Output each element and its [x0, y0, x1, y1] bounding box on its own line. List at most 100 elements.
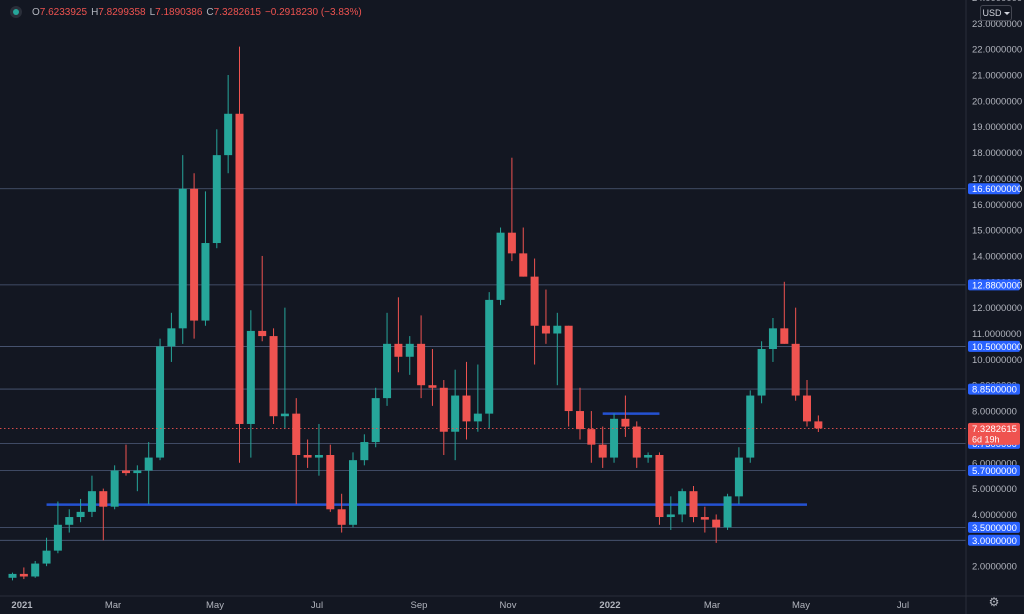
candle-body — [746, 395, 755, 458]
candle-body — [144, 457, 153, 471]
level-badge-bg — [968, 465, 1020, 477]
candle-body — [644, 454, 653, 458]
price-tick-label: 20.0000000 — [972, 96, 1022, 107]
price-tick-label: 5.0000000 — [972, 484, 1017, 495]
open-label: O — [32, 6, 40, 18]
candle-body — [224, 113, 233, 156]
candle-body — [303, 454, 312, 458]
price-tick-label: 19.0000000 — [972, 122, 1022, 133]
currency-button[interactable]: USD — [980, 5, 1012, 21]
candle-body — [19, 573, 28, 577]
level-badge-label: 5.7000000 — [972, 466, 1017, 477]
candle-body — [292, 413, 301, 455]
candle-body — [734, 457, 743, 497]
level-badge-bg — [968, 279, 1020, 291]
candle-body — [473, 413, 482, 422]
time-tick-label: May — [792, 600, 810, 611]
candle-body — [757, 349, 766, 396]
candle-body — [519, 253, 528, 277]
price-tick-label: 10.0000000 — [972, 355, 1022, 366]
candlestick-series — [8, 46, 823, 581]
candle-body — [632, 426, 641, 458]
candle-body — [564, 325, 573, 412]
time-tick-label: Nov — [500, 600, 517, 611]
candle-body — [383, 343, 392, 399]
candle-body — [496, 232, 505, 300]
level-badge-bg — [968, 534, 1020, 546]
time-axis[interactable]: 2021 Mar May Jul Sep Nov 2022 Mar May Jul — [11, 600, 909, 611]
candle-body — [485, 299, 494, 414]
price-tick-label: 18.0000000 — [972, 148, 1022, 159]
candle-body — [610, 418, 619, 458]
candle-body — [394, 343, 403, 357]
candle-body — [655, 454, 664, 518]
time-tick-label: 2021 — [11, 600, 33, 611]
candle-body — [349, 460, 357, 525]
candle-body — [31, 563, 40, 577]
current-price-badge-label: 7.3282615 — [972, 424, 1017, 435]
price-tick-label: 8.0000000 — [972, 407, 1017, 418]
candle-body — [201, 243, 210, 321]
close-label: C — [206, 6, 214, 18]
level-badge-label: 3.5000000 — [972, 523, 1017, 534]
candle-body — [553, 325, 562, 334]
candle-body — [598, 444, 607, 458]
high-value: 7.8299358 — [98, 6, 146, 18]
gear-icon[interactable]: ⚙ — [988, 595, 1000, 609]
price-tick-label: 22.0000000 — [972, 45, 1022, 56]
time-tick-label: Jul — [311, 600, 323, 611]
candle-body — [269, 336, 278, 417]
open-value: 7.6233925 — [39, 6, 88, 18]
level-badge-bg — [968, 183, 1020, 195]
time-tick-label: 2022 — [599, 600, 620, 611]
level-badge-label: 12.8800000 — [972, 280, 1022, 291]
candle-body — [417, 343, 426, 386]
candle-body — [780, 328, 789, 344]
candle-body — [212, 155, 221, 244]
candle-body — [507, 232, 516, 254]
candle-body — [87, 491, 96, 512]
price-tick-label: 16.0000000 — [972, 200, 1022, 211]
candle-body — [190, 188, 199, 321]
candle-body — [76, 511, 85, 518]
time-tick-label: Sep — [411, 600, 428, 611]
price-tick-label: 15.0000000 — [972, 226, 1022, 237]
candle-body — [280, 413, 289, 417]
candle-body — [541, 325, 550, 334]
candle-body — [700, 517, 709, 520]
current-price-badge-bg — [968, 422, 1020, 445]
price-axis-badges: 16.6000000 12.8800000 10.5000000 8.8500000 6… — [968, 183, 1022, 547]
price-tick-label: 21.0000000 — [972, 71, 1022, 82]
candle-body — [791, 343, 800, 396]
level-badge-label: 16.6000000 — [972, 184, 1022, 195]
candle-body — [723, 496, 732, 528]
level-badge-label: 8.8500000 — [972, 385, 1017, 396]
level-badge-bg — [968, 340, 1020, 352]
candle-body — [8, 573, 17, 578]
candle-body — [405, 343, 414, 357]
price-tick-label: 23.0000000 — [972, 19, 1022, 30]
level-badge-bg — [968, 383, 1020, 395]
candle-body — [235, 113, 244, 424]
candle-body — [712, 519, 721, 528]
time-tick-label: Jul — [897, 600, 909, 611]
change-value: −0.2918230 (−3.83%) — [264, 6, 362, 18]
candle-body — [587, 429, 596, 445]
price-tick-label: 11.0000000 — [972, 329, 1022, 340]
candle-body — [666, 514, 675, 518]
horizontal-level-lines — [0, 188, 966, 541]
close-value: 7.3282615 — [213, 6, 261, 18]
candle-body — [337, 509, 346, 525]
level-badge-bg — [968, 521, 1020, 533]
candle-body — [258, 330, 267, 337]
level-badge-label: 10.5000000 — [972, 342, 1022, 353]
candle-body — [65, 517, 74, 525]
candle-body — [178, 188, 187, 329]
candle-body — [314, 454, 323, 458]
candle-body — [428, 385, 437, 388]
price-tick-label: 6.0000000 — [972, 458, 1017, 469]
candle-body — [42, 550, 51, 564]
candle-body — [156, 346, 165, 458]
